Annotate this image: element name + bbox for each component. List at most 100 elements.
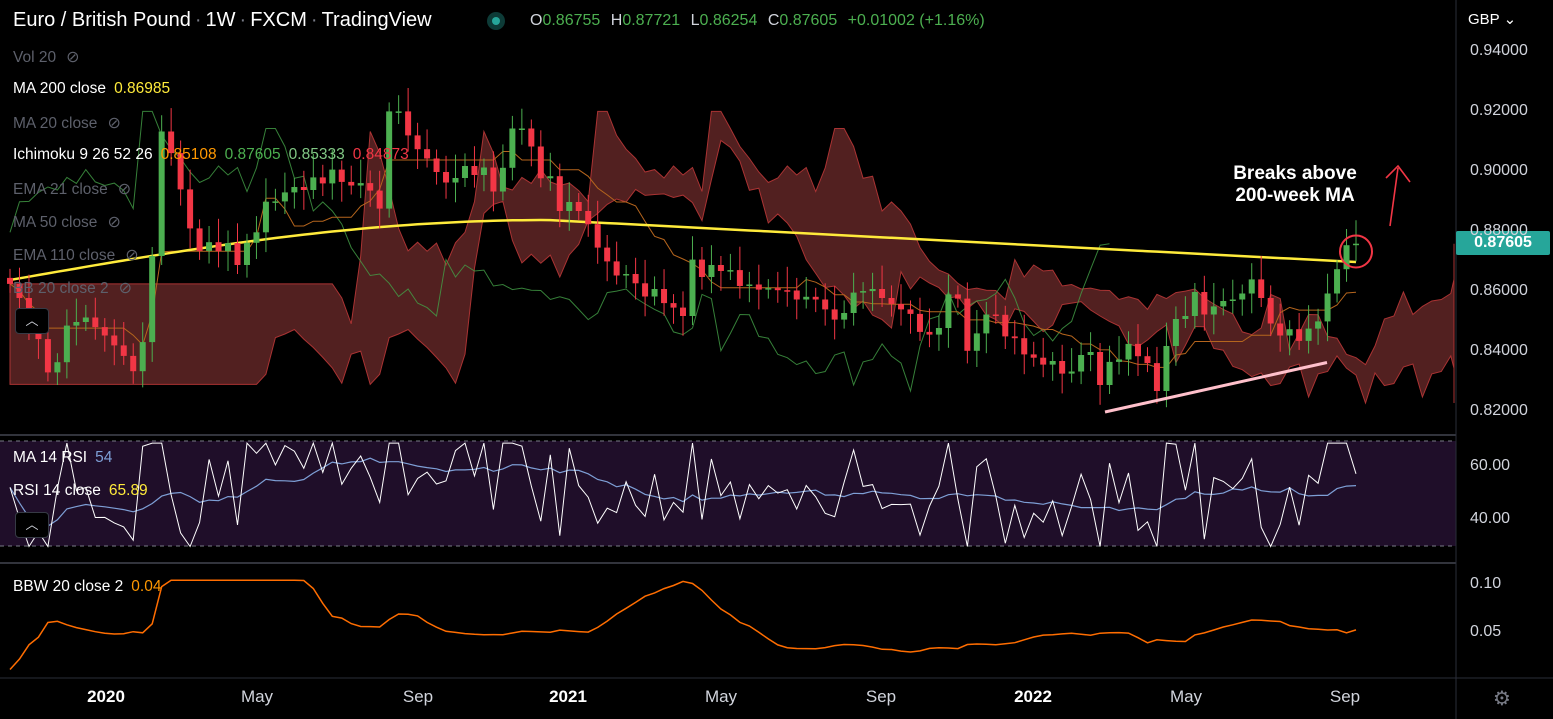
candle: [499, 167, 506, 192]
candle: [1182, 316, 1189, 319]
candle: [613, 261, 620, 276]
legend-vol[interactable]: Vol 20 ⊘: [13, 49, 80, 66]
collapse-rsi-legend-button[interactable]: ︿: [15, 512, 49, 538]
candle: [898, 304, 905, 310]
candle: [1134, 343, 1141, 357]
last-price-tag: 0.87605: [1456, 231, 1550, 255]
candle: [1191, 292, 1198, 316]
eye-hidden-icon[interactable]: ⊘: [66, 49, 80, 66]
eye-hidden-icon[interactable]: ⊘: [118, 280, 133, 297]
candle: [774, 288, 781, 291]
currency-selector[interactable]: GBP ⌄: [1468, 11, 1517, 28]
candle: [168, 131, 175, 154]
candle: [1144, 356, 1151, 364]
legend-bb20[interactable]: BB 20 close 2 ⊘: [13, 280, 133, 297]
gear-icon[interactable]: ⚙: [1493, 688, 1511, 710]
candle: [452, 178, 459, 183]
candle: [243, 242, 250, 265]
time-tick-label: May: [704, 687, 738, 706]
annotation-text: Breaks above 200-week MA: [1233, 163, 1357, 206]
close-value: 0.87605: [779, 12, 838, 29]
breakout-circle: [1339, 234, 1373, 269]
candle: [585, 211, 592, 225]
legend-ema110[interactable]: EMA 110 close ⊘: [13, 247, 139, 264]
legend-ma200[interactable]: MA 200 close 0.86985: [13, 80, 171, 97]
eye-hidden-icon[interactable]: ⊘: [107, 214, 121, 231]
candle: [860, 291, 867, 293]
candle: [111, 335, 118, 346]
candle: [1030, 354, 1037, 358]
candle: [1239, 293, 1246, 300]
collapse-legend-button[interactable]: ︿: [15, 308, 49, 334]
candle: [973, 333, 980, 351]
candle: [386, 111, 393, 209]
candle: [225, 243, 232, 252]
eye-hidden-icon[interactable]: ⊘: [125, 247, 139, 264]
time-tick-label: 2021: [549, 687, 587, 706]
candle: [888, 298, 895, 304]
legend-ichimoku[interactable]: Ichimoku 9 26 52 26 0.85108 0.87605 0.85333…: [13, 146, 409, 163]
candle: [708, 265, 715, 277]
rsi-tick-label: 60.00: [1470, 457, 1511, 474]
candle: [1277, 323, 1284, 336]
candle: [1087, 352, 1094, 355]
candle: [1106, 361, 1113, 385]
candle: [850, 292, 857, 313]
arrow-up-icon: [1385, 164, 1411, 227]
candle: [945, 294, 952, 328]
time-tick-label: Sep: [1329, 687, 1361, 706]
candle: [158, 131, 165, 256]
candle: [405, 111, 412, 136]
eye-hidden-icon[interactable]: ⊘: [107, 115, 121, 132]
ichimoku-lagging-line: [9, 110, 1110, 393]
candle: [736, 270, 743, 286]
ma200-line: [9, 218, 1357, 282]
candle: [575, 202, 582, 211]
candle: [1172, 319, 1179, 346]
candle: [63, 325, 70, 363]
bbw-pane: [9, 579, 1357, 671]
candle: [803, 296, 810, 300]
candle: [1334, 269, 1341, 294]
legend-ema21[interactable]: EMA 21 close ⊘: [13, 181, 132, 198]
candle: [1049, 361, 1056, 365]
candle: [443, 172, 450, 183]
eye-hidden-icon[interactable]: ⊘: [117, 181, 132, 198]
candle: [992, 314, 999, 316]
candle: [1258, 279, 1265, 298]
price-tick-label: 0.84000: [1470, 342, 1528, 359]
interval: 1W: [205, 9, 236, 31]
legend-rsi[interactable]: RSI 14 close 65.89: [13, 482, 148, 499]
candle: [357, 183, 364, 186]
candle: [281, 192, 288, 202]
legend-bbw[interactable]: BBW 20 close 2 0.04: [13, 578, 162, 595]
candle: [215, 242, 222, 252]
candle: [253, 232, 260, 243]
candle: [1210, 306, 1217, 315]
candle: [1116, 359, 1123, 362]
candle: [727, 270, 734, 272]
ichimoku-base-line: [9, 151, 1357, 368]
candle: [841, 313, 848, 320]
legend-ma20[interactable]: MA 20 close ⊘: [13, 115, 121, 132]
candle: [537, 146, 544, 179]
bbw-tick-label: 0.05: [1470, 623, 1502, 640]
candle: [433, 158, 440, 172]
candle: [869, 289, 876, 292]
symbol-header[interactable]: Euro / British Pound · 1W · FXCM · TradingView: [13, 9, 432, 31]
bbw-line: [9, 579, 1357, 671]
exchange: FXCM: [250, 9, 307, 31]
candle: [329, 169, 336, 184]
candle: [7, 277, 13, 284]
candle: [424, 149, 431, 159]
legend-ma50[interactable]: MA 50 close ⊘: [13, 214, 121, 231]
market-status-icon: [487, 12, 505, 30]
candle: [1059, 361, 1066, 374]
candle: [1201, 292, 1208, 315]
candle: [983, 314, 990, 334]
candle: [16, 283, 23, 298]
legend-rsi-ma[interactable]: MA 14 RSI 54: [13, 449, 113, 466]
price-pane: [7, 88, 1455, 414]
candle: [1286, 329, 1293, 336]
